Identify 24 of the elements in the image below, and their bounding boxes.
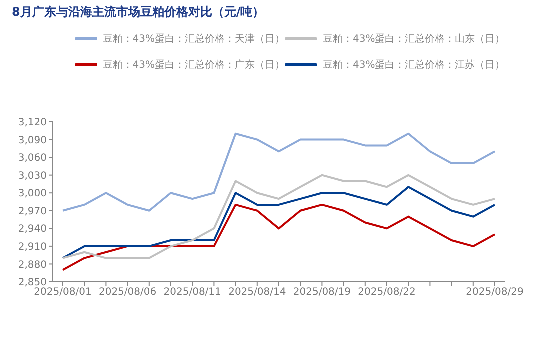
x-tick-label: 2025/08/14: [228, 287, 286, 298]
y-tick-label: 3,090: [18, 135, 47, 146]
line-series: [62, 204, 496, 272]
legend-label: 豆粕：43%蛋白：汇总价格：天津（日）: [102, 32, 285, 46]
x-tick-label: 2025/08/19: [293, 287, 352, 298]
y-tick-label: 2,880: [18, 260, 47, 271]
line-series: [62, 132, 496, 212]
x-tick-label: 2025/08/01: [34, 287, 92, 298]
y-tick-label: 3,000: [18, 188, 47, 200]
y-tick-label: 2,940: [18, 224, 47, 236]
legend-label: 豆粕：43%蛋白：汇总价格：江苏（日）: [323, 58, 506, 72]
x-tick-label: 2025/08/29: [466, 287, 524, 298]
y-tick-label: 3,030: [18, 170, 47, 182]
chart-title: 8月广东与沿海主流市场豆粕价格对比（元/吨）: [12, 4, 265, 21]
y-tick-label: 3,120: [18, 118, 47, 129]
legend-label: 豆粕：43%蛋白：汇总价格：广东（日）: [102, 58, 285, 72]
x-tick-label: 2025/08/22: [358, 287, 416, 298]
y-tick-label: 2,910: [18, 242, 47, 253]
y-tick-label: 2,970: [18, 206, 47, 218]
y-tick-label: 3,060: [18, 153, 47, 164]
y-tick-label: 2,850: [18, 278, 47, 289]
x-tick-label: 2025/08/06: [98, 287, 157, 298]
legend-label: 豆粕：43%蛋白：汇总价格：山东（日）: [323, 32, 506, 46]
x-tick-label: 2025/08/11: [164, 287, 222, 298]
